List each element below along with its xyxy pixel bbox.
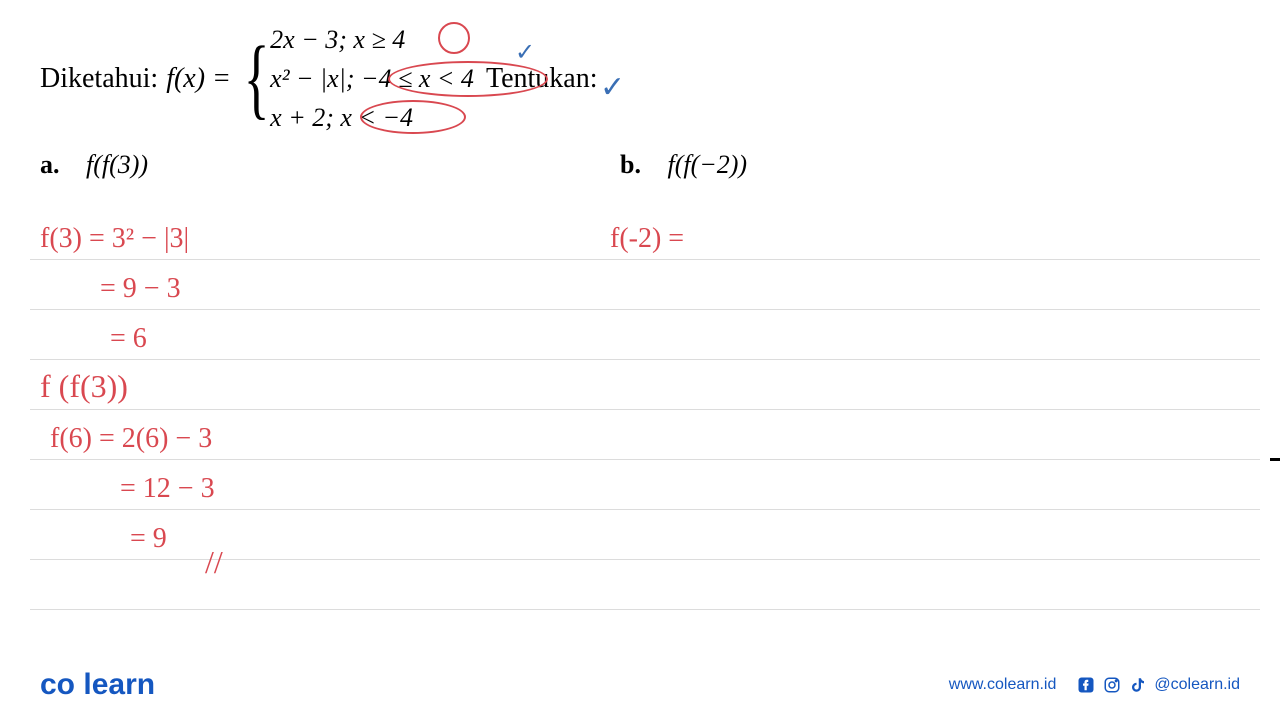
question-b-expr: f(f(−2)) [667,150,747,179]
circle-annotation-1 [438,22,470,54]
work-line-2: = 9 − 3 [100,273,181,305]
question-b-label: b. [620,150,641,179]
label-diketahui: Diketahui: [40,63,158,95]
problem-line: Diketahui: f(x) = { 2x − 3; x ≥ 4 x² − |… [40,20,1260,137]
footer-url: www.colearn.id [949,676,1057,694]
problem-statement: Diketahui: f(x) = { 2x − 3; x ≥ 4 x² − |… [40,20,1260,137]
instagram-icon [1102,675,1122,695]
footer: co learn www.colearn.id @colearn.id [40,668,1240,702]
work-area: f(3) = 3² − |3| f(-2) = = 9 − 3 = 6 f (f… [30,210,1260,640]
checkmark-icon-1: ✓ [515,38,535,67]
work-line-1: f(3) = 3² − |3| [40,223,189,255]
footer-right: www.colearn.id @colearn.id [949,675,1240,695]
work-line-4: f (f(3)) [40,368,128,405]
case-3: x + 2; x < −4 [270,98,474,137]
piecewise-function: { 2x − 3; x ≥ 4 x² − |x|; −4 ≤ x < 4 x +… [235,20,474,137]
sub-questions: a. f(f(3)) b. f(f(−2)) [40,150,1260,180]
work-line-5: f(6) = 2(6) − 3 [50,423,212,455]
question-a: a. f(f(3)) [40,150,620,180]
social-icons: @colearn.id [1076,675,1240,695]
work-line-6: = 12 − 3 [120,473,215,505]
work-right-1: f(-2) = [610,223,684,255]
question-a-expr: f(f(3)) [86,150,148,179]
tiktok-icon [1128,675,1148,695]
work-line-3: = 6 [110,323,147,355]
facebook-icon [1076,675,1096,695]
footer-handle: @colearn.id [1154,676,1240,694]
lhs: f(x) = [166,63,231,95]
question-a-label: a. [40,150,60,179]
brace-icon: { [244,38,270,119]
circle-annotation-3 [360,100,466,134]
logo: co learn [40,668,155,702]
checkmark-icon-2: ✓ [600,70,625,105]
logo-co: co [40,668,75,701]
edge-dash [1270,458,1280,461]
work-line-7: = 9 [130,523,167,555]
case-1: 2x − 3; x ≥ 4 [270,20,474,59]
question-b: b. f(f(−2)) [620,150,747,180]
logo-learn: learn [83,668,155,701]
case-2: x² − |x|; −4 ≤ x < 4 [270,59,474,98]
